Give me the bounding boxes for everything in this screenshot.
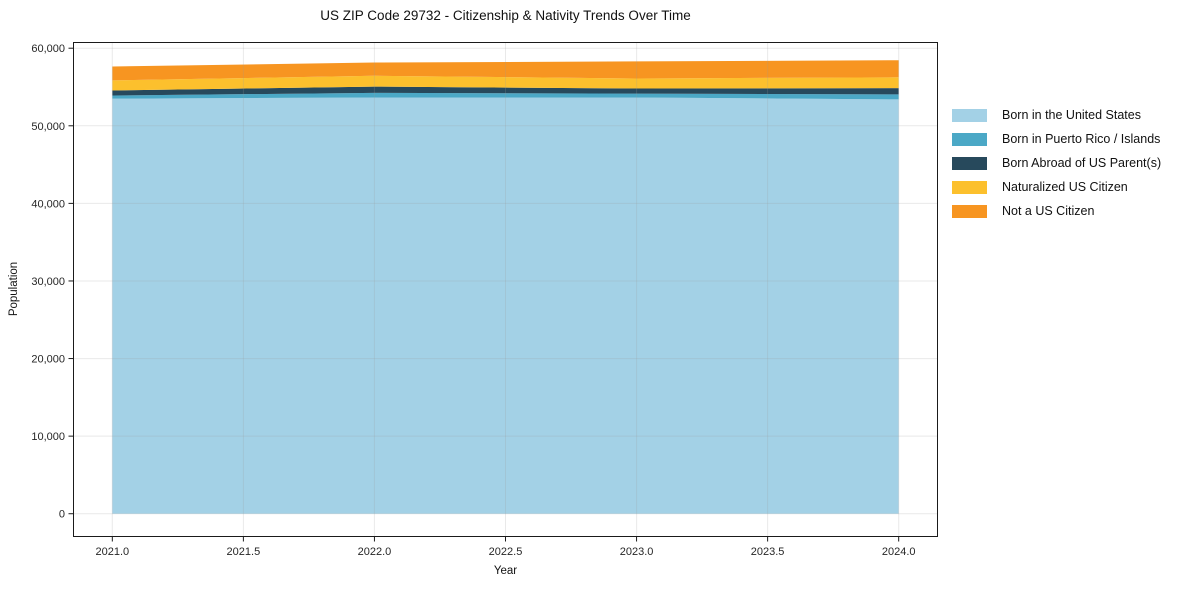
area-not-a-us-citizen: [112, 60, 899, 81]
legend-swatch: [952, 108, 987, 122]
x-tick-label: 2021.5: [227, 546, 261, 558]
y-tick-label: 30,000: [31, 276, 65, 288]
legend-label: Not a US Citizen: [1002, 204, 1095, 218]
legend-item-born-in-puerto-rico-islands: Born in Puerto Rico / Islands: [952, 127, 1161, 151]
x-tick-label: 2024.0: [882, 546, 916, 558]
x-tick-label: 2022.5: [489, 546, 523, 558]
axis-ticks: 2021.0 2021.5 2022.0 2022.5 2023.0 2023.5 2024…: [31, 43, 915, 558]
y-tick-label: 0: [59, 509, 65, 521]
y-tick-label: 20,000: [31, 354, 65, 366]
x-tick-label: 2023.0: [620, 546, 654, 558]
x-tick-label: 2021.0: [95, 546, 129, 558]
gridlines: [73, 42, 938, 537]
area-born-in-puerto-rico-islands: [112, 92, 899, 100]
y-tick-label: 50,000: [31, 121, 65, 133]
x-tick-label: 2022.0: [358, 546, 392, 558]
y-axis-label: Population: [8, 261, 20, 317]
area-born-abroad-of-us-parent-s: [112, 86, 899, 96]
x-tick-label: 2023.5: [751, 546, 785, 558]
legend-swatch: [952, 156, 987, 170]
legend-item-naturalized-us-citizen: Naturalized US Citizen: [952, 175, 1161, 199]
area-naturalized-us-citizen: [112, 75, 899, 91]
legend-label: Naturalized US Citizen: [1002, 180, 1128, 194]
x-axis-label: Year: [493, 565, 518, 577]
legend-label: Born in the United States: [1002, 108, 1141, 122]
legend-swatch: [952, 204, 987, 218]
legend-label: Born in Puerto Rico / Islands: [1002, 132, 1161, 146]
area-born-in-the-united-states: [112, 97, 899, 514]
legend-swatch: [952, 180, 987, 194]
legend-item-not-a-us-citizen: Not a US Citizen: [952, 199, 1161, 223]
legend-label: Born Abroad of US Parent(s): [1002, 156, 1162, 170]
legend-swatch: [952, 132, 987, 146]
chart-title: US ZIP Code 29732 - Citizenship & Nativi…: [320, 8, 691, 23]
plot-border: [73, 42, 938, 537]
y-tick-label: 60,000: [31, 43, 65, 55]
stacked-areas: [112, 60, 899, 514]
y-tick-label: 10,000: [31, 431, 65, 443]
legend-item-born-in-the-united-states: Born in the United States: [952, 103, 1161, 127]
y-tick-label: 40,000: [31, 198, 65, 210]
legend-item-born-abroad-of-us-parent-s: Born Abroad of US Parent(s): [952, 151, 1161, 175]
legend: Born in the United States Born in Puerto …: [952, 103, 1161, 223]
